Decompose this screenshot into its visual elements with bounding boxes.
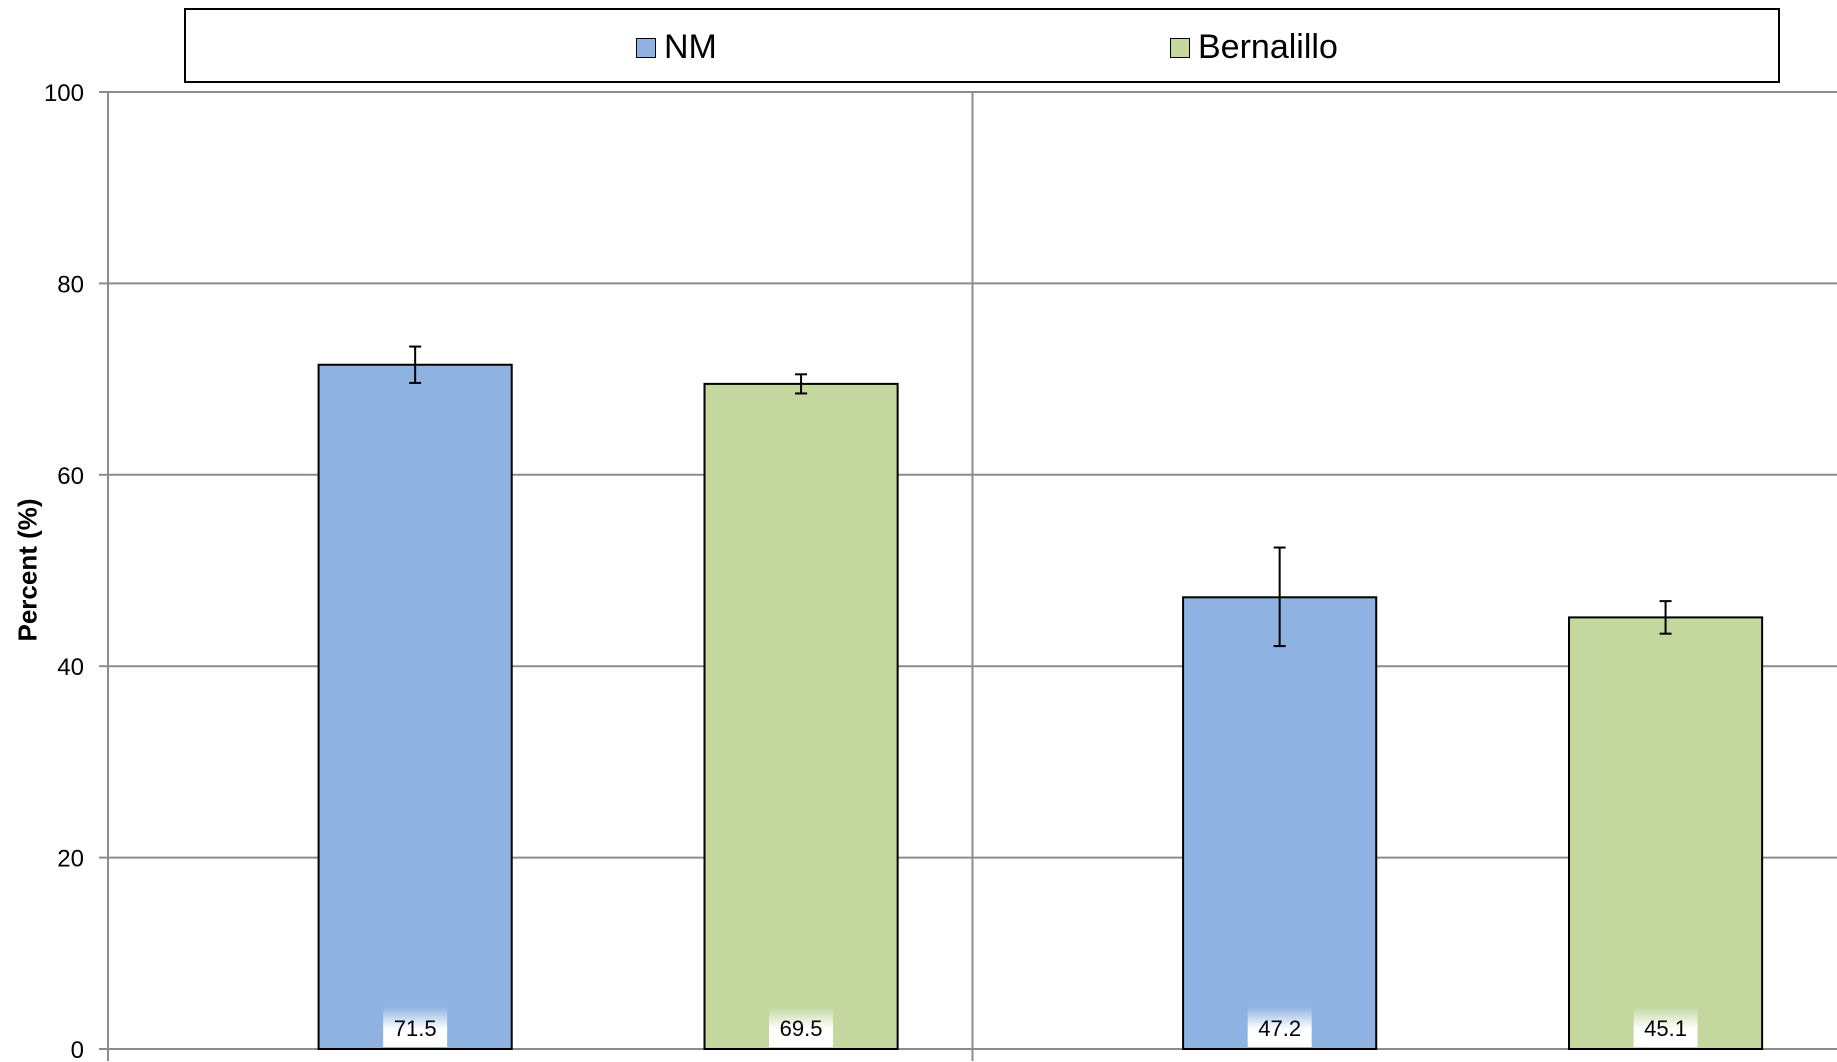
data-label: 45.1 — [1644, 1016, 1687, 1041]
data-label-box — [383, 1007, 448, 1047]
legend-item-nm: NM — [636, 10, 717, 85]
bar-bernalillo — [703, 382, 899, 1050]
data-label-box — [1247, 1007, 1312, 1047]
data-label: 47.2 — [1258, 1016, 1301, 1041]
y-tick-label: 60 — [57, 463, 84, 490]
y-tick-label: 40 — [57, 654, 84, 681]
legend-label-bernalillo: Bernalillo — [1198, 28, 1338, 66]
legend-swatch-bernalillo — [1170, 37, 1190, 58]
bar-nm — [1182, 596, 1378, 1051]
y-tick-label: 100 — [44, 80, 84, 107]
bar-bernalillo — [1568, 616, 1764, 1050]
y-tick-label: 80 — [57, 271, 84, 298]
data-label: 71.5 — [394, 1016, 437, 1041]
chart-legend: NM Bernalillo — [184, 8, 1780, 83]
bar-nm — [317, 363, 513, 1050]
data-label: 69.5 — [780, 1016, 823, 1041]
legend-swatch-nm — [636, 37, 656, 58]
y-tick-label: 0 — [71, 1037, 84, 1062]
data-label-box — [1633, 1007, 1698, 1047]
y-tick-label: 20 — [57, 846, 84, 873]
legend-label-nm: NM — [664, 28, 717, 66]
data-label-box — [769, 1007, 834, 1047]
legend-item-bernalillo: Bernalillo — [1170, 10, 1338, 85]
